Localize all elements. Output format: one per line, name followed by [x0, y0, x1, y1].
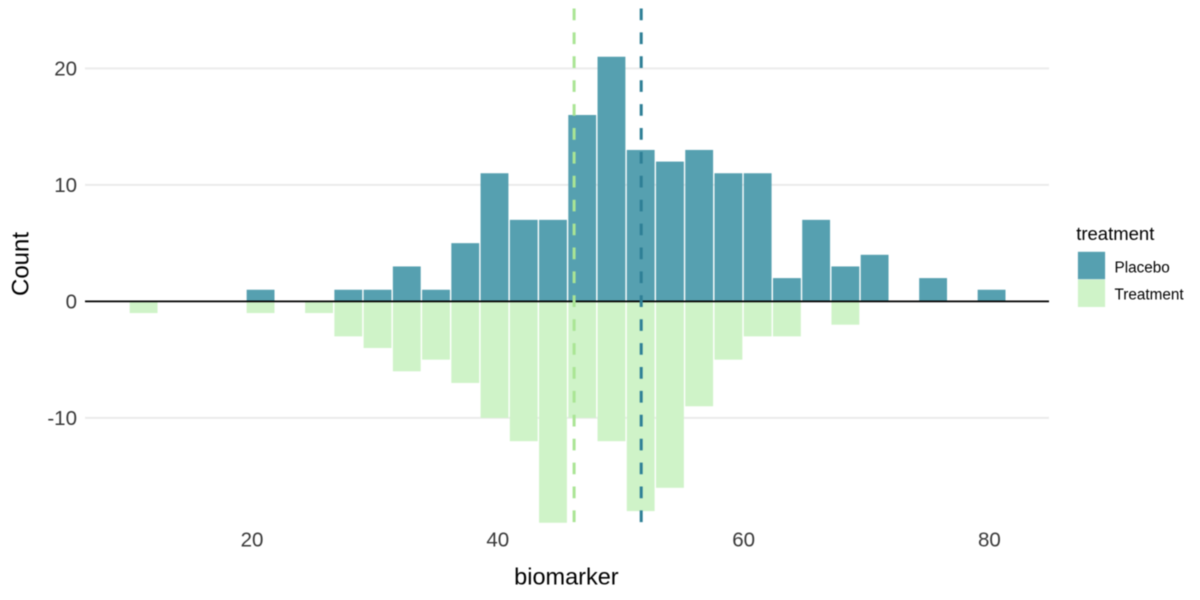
svg-text:20: 20: [241, 528, 264, 551]
svg-text:-10: -10: [47, 407, 77, 430]
svg-text:0: 0: [66, 290, 77, 313]
svg-text:biomarker: biomarker: [514, 564, 619, 590]
svg-text:Treatment: Treatment: [1115, 287, 1185, 304]
svg-text:80: 80: [978, 528, 1001, 551]
svg-text:40: 40: [486, 528, 509, 551]
svg-text:Placebo: Placebo: [1115, 259, 1170, 276]
svg-text:Count: Count: [8, 232, 35, 296]
svg-text:10: 10: [54, 174, 77, 197]
svg-text:20: 20: [54, 57, 77, 80]
svg-text:60: 60: [732, 528, 755, 551]
svg-text:treatment: treatment: [1076, 223, 1154, 244]
